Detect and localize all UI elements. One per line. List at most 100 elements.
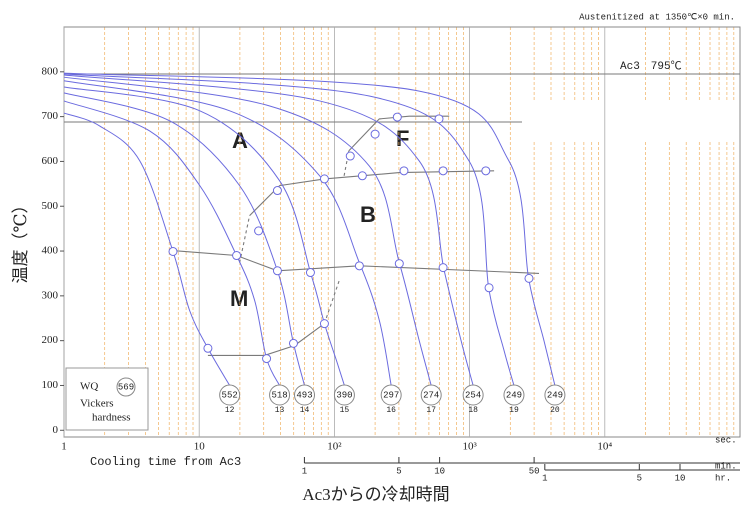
curve-number: 17 <box>426 406 436 415</box>
min-tick-label: 1 <box>302 466 307 476</box>
legend-circle <box>116 377 136 397</box>
hardness-label: 297 <box>383 390 399 400</box>
x-tick-label: 10³ <box>462 441 477 453</box>
blank-box <box>522 100 738 140</box>
hardness-label: 518 <box>271 390 287 400</box>
curve-number: 18 <box>468 406 478 415</box>
transformation-line <box>323 280 340 324</box>
hr-tick-label: 10 <box>675 473 686 483</box>
transformation-point <box>438 166 448 176</box>
transformation-point <box>305 268 315 278</box>
hardness-label: 552 <box>222 390 238 400</box>
y-tick-label: 800 <box>42 65 59 77</box>
y-tick-label: 700 <box>42 110 59 122</box>
hr-unit: hr. <box>715 473 731 483</box>
y-tick-label: 600 <box>42 155 59 167</box>
caption: Ac3からの冷却時間 <box>302 485 449 504</box>
curve-number: 12 <box>225 406 235 415</box>
y-tick-label: 100 <box>42 379 59 391</box>
transformation-point <box>392 112 402 122</box>
cooling-curve <box>63 72 556 386</box>
hr-tick-label: 5 <box>637 473 642 483</box>
transformation-point <box>254 226 264 236</box>
hardness-label: 249 <box>506 390 522 400</box>
cooling-curve <box>63 73 515 386</box>
hardness-circle <box>420 384 442 406</box>
region-label: A <box>232 128 248 153</box>
legend-label: hardness <box>92 412 131 424</box>
x-tick-label: 1 <box>61 441 67 453</box>
min-tick-label: 50 <box>529 466 540 476</box>
cooling-curve <box>63 76 432 386</box>
hardness-circle <box>219 384 241 406</box>
transformation-point <box>484 283 494 293</box>
transformation-line <box>343 150 350 176</box>
cooling-curve <box>63 86 345 386</box>
hardness-circle <box>503 384 525 406</box>
transformation-point <box>272 266 282 276</box>
hardness-circle <box>544 384 566 406</box>
transformation-point <box>168 246 178 256</box>
min-unit: min. <box>715 461 737 471</box>
curve-number: 13 <box>275 406 285 415</box>
legend-label: Vickers <box>80 398 114 410</box>
transformation-point <box>357 171 367 181</box>
hardness-circle <box>294 384 316 406</box>
transformation-point <box>394 259 404 269</box>
hardness-circle <box>269 384 291 406</box>
hardness-circle <box>333 384 355 406</box>
x-axis-label: Cooling time from Ac3 <box>90 455 241 469</box>
curve-number: 15 <box>340 406 350 415</box>
x-tick-label: 10 <box>194 441 206 453</box>
transformation-point <box>203 343 213 353</box>
hardness-label: 249 <box>547 390 563 400</box>
chart-title: Austenitized at 1350℃×0 min. <box>579 12 735 22</box>
min-tick-label: 5 <box>396 466 401 476</box>
hardness-label: 390 <box>336 390 352 400</box>
hardness-circle <box>380 384 402 406</box>
region-label: B <box>360 202 376 227</box>
transformation-point <box>354 261 364 271</box>
min-tick-label: 10 <box>434 466 445 476</box>
cooling-curve <box>63 74 474 386</box>
cooling-curve <box>63 80 392 386</box>
ac3-label: Ac3 795℃ <box>620 60 682 73</box>
y-tick-label: 300 <box>42 289 59 301</box>
legend-quench: WQ <box>80 381 98 393</box>
cooling-curve <box>63 92 305 386</box>
y-tick-label: 500 <box>42 200 59 212</box>
transformation-point <box>399 166 409 176</box>
curve-number: 16 <box>386 406 396 415</box>
transformation-point <box>524 273 534 283</box>
legend-box <box>65 367 149 431</box>
y-tick-label: 0 <box>53 424 59 436</box>
curve-number: 14 <box>300 406 310 415</box>
transformation-point <box>232 251 242 261</box>
transformation-point <box>481 166 491 176</box>
hardness-label: 254 <box>465 390 481 400</box>
hardness-label: 274 <box>423 390 439 400</box>
transformation-point <box>288 338 298 348</box>
hr-tick-label: 1 <box>542 473 547 483</box>
hardness-label: 493 <box>296 390 312 400</box>
transformation-point <box>262 354 272 364</box>
transformation-line <box>207 323 325 356</box>
x-tick-label: 10² <box>327 441 342 453</box>
x-tick-label: 10⁴ <box>597 441 612 453</box>
legend-hardness: 569 <box>118 382 134 392</box>
transformation-point <box>319 319 329 329</box>
transformation-point <box>345 151 355 161</box>
y-axis-label: 温度（℃） <box>11 196 30 283</box>
transformation-point <box>370 129 380 139</box>
transformation-point <box>438 263 448 273</box>
transformation-point <box>434 114 444 124</box>
transformation-point <box>319 174 329 184</box>
hardness-circle <box>462 384 484 406</box>
transformation-point <box>272 186 282 196</box>
y-tick-label: 200 <box>42 334 59 346</box>
x-unit: sec. <box>715 435 737 445</box>
y-tick-label: 400 <box>42 245 59 257</box>
cooling-curve <box>63 112 231 386</box>
curve-number: 19 <box>509 406 519 415</box>
